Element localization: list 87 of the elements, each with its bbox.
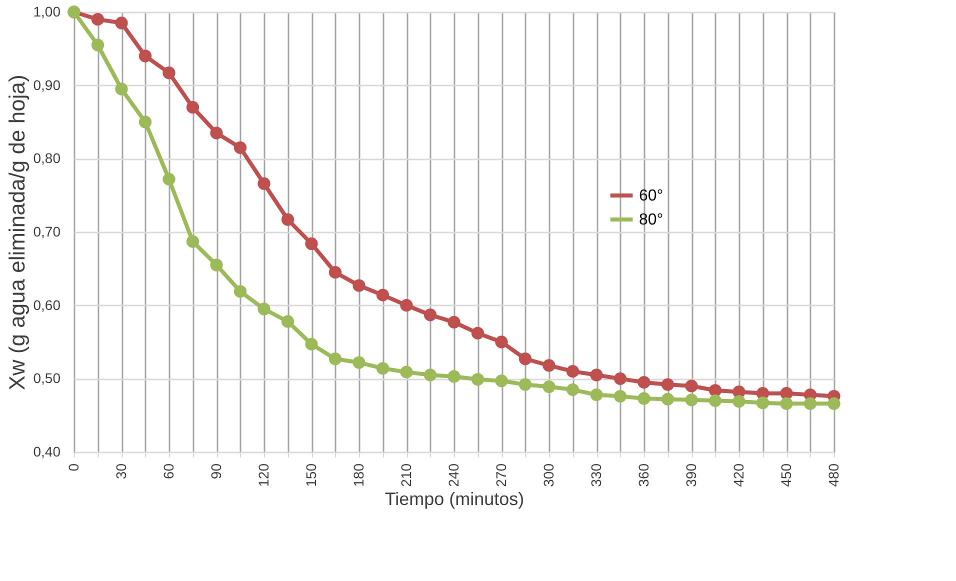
point	[138, 50, 152, 62]
x-tick-label: 300	[540, 463, 556, 487]
point	[305, 237, 318, 250]
legend-label: 80°	[639, 212, 664, 228]
point	[518, 352, 532, 366]
point	[566, 365, 580, 378]
point	[400, 299, 413, 312]
x-tick-label: 60	[160, 463, 176, 480]
y-axis-title: Xw (g agua eliminada/g de hoja)	[4, 74, 30, 390]
x-tick-label: 420	[730, 463, 746, 487]
x-tick-label: 240	[446, 463, 462, 487]
point	[376, 288, 390, 302]
x-tick-label: 180	[350, 463, 366, 487]
point	[614, 372, 627, 385]
x-tick-label: 390	[683, 463, 699, 487]
legend-label: 60°	[639, 188, 664, 204]
y-tick-label: 0,40	[33, 444, 61, 460]
point	[400, 366, 413, 378]
point	[495, 336, 508, 348]
point	[542, 359, 556, 372]
x-tick-label: 270	[493, 463, 509, 487]
point	[234, 141, 247, 154]
x-tick-label: 150	[303, 463, 319, 487]
point	[471, 373, 484, 386]
point	[661, 378, 674, 391]
point	[328, 352, 342, 366]
x-tick-label: 210	[398, 463, 414, 487]
point	[661, 392, 674, 406]
point	[424, 308, 437, 322]
y-tick-label: 0,50	[33, 370, 61, 386]
y-tick-label: 0,60	[33, 296, 61, 313]
point	[305, 338, 318, 351]
point	[281, 213, 294, 226]
point	[91, 13, 104, 26]
point	[281, 315, 294, 328]
point	[115, 82, 128, 96]
point	[448, 370, 460, 383]
point	[566, 383, 580, 396]
x-tick-label: 330	[588, 463, 604, 487]
x-tick-label: 360	[636, 463, 652, 487]
y-tick-label: 0,90	[33, 76, 61, 93]
x-tick-label: 120	[256, 463, 272, 487]
point	[91, 38, 104, 52]
point	[115, 16, 128, 30]
x-tick-label: 0	[66, 463, 82, 472]
point	[614, 390, 627, 403]
point	[495, 374, 508, 388]
point	[186, 101, 200, 114]
point	[518, 378, 532, 391]
point	[162, 172, 176, 186]
point	[780, 387, 793, 400]
point	[590, 368, 603, 382]
y-tick-label: 0,80	[33, 150, 61, 166]
point	[210, 258, 223, 272]
point	[424, 368, 437, 382]
y-tick-label: 1,00	[33, 4, 61, 20]
point	[756, 396, 770, 410]
point	[804, 397, 817, 410]
point	[448, 316, 460, 329]
y-tick-label: 0,70	[33, 224, 61, 240]
point	[732, 395, 746, 408]
x-tick-label: 30	[113, 463, 129, 480]
point	[210, 126, 223, 140]
x-tick-label: 450	[778, 463, 794, 487]
point	[638, 392, 650, 405]
point	[708, 394, 722, 407]
point	[542, 380, 556, 394]
point	[352, 279, 366, 292]
x-axis-title: Tiempo (minutos)	[384, 488, 524, 509]
point	[258, 302, 270, 316]
point	[138, 116, 152, 128]
point	[186, 235, 200, 248]
point	[590, 388, 603, 402]
point	[685, 394, 698, 406]
point	[328, 266, 342, 279]
point	[352, 356, 366, 369]
point	[638, 376, 650, 389]
point	[685, 380, 698, 392]
x-tick-label: 90	[208, 463, 224, 480]
point	[471, 326, 484, 340]
point	[162, 66, 176, 80]
point	[780, 397, 793, 410]
point	[376, 362, 390, 375]
x-tick-label: 480	[826, 463, 842, 487]
point	[234, 285, 247, 298]
point	[258, 177, 270, 190]
point	[828, 397, 840, 410]
